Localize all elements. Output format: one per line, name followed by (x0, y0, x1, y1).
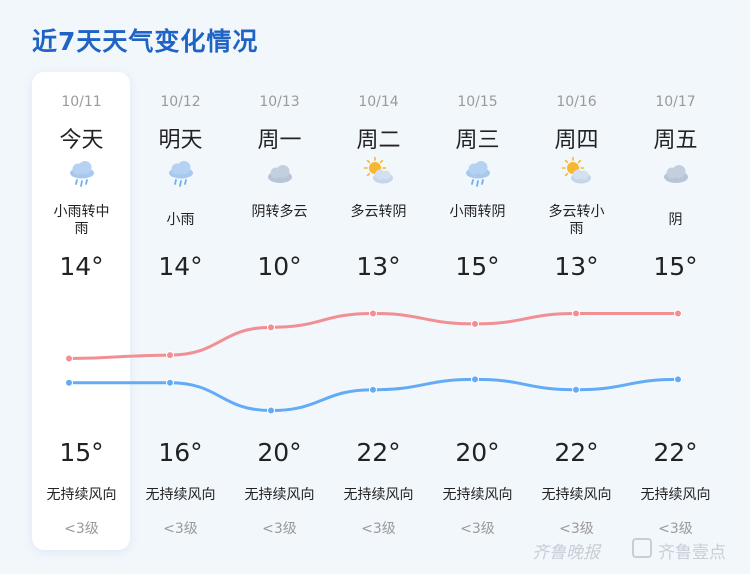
today-highlight-card (32, 72, 130, 550)
day-date: 10/11 (61, 94, 102, 110)
day-date: 10/14 (358, 94, 399, 110)
day-name: 周五 (653, 128, 698, 153)
day-temp-bottom: 22° (356, 438, 401, 467)
day-wind-level: <3级 (658, 521, 693, 537)
day-column: 10/15 周三小雨转阴 15° 20° 无持续风向 <3级 (428, 72, 527, 550)
day-temp-bottom: 20° (455, 438, 500, 467)
day-date: 10/17 (655, 94, 696, 110)
day-wind-direction: 无持续风向 (640, 487, 711, 503)
overcast-cloud-icon (267, 165, 292, 183)
day-name: 今天 (59, 128, 104, 153)
day-weather-desc: 多云转阴 (350, 204, 407, 220)
day-date: 10/13 (259, 94, 300, 110)
day-date: 10/16 (556, 94, 597, 110)
watermark-right: 齐鲁壹点 (658, 543, 726, 563)
day-date: 10/15 (457, 94, 498, 110)
day-temp-top: 13° (554, 252, 599, 281)
day-temp-bottom: 15° (59, 438, 104, 467)
day-date: 10/12 (160, 94, 201, 110)
day-weather-desc: 阴转多云 (251, 204, 308, 220)
day-temp-top: 14° (59, 252, 104, 281)
light-rain-cloud-icon (168, 161, 193, 187)
day-temp-bottom: 22° (554, 438, 599, 467)
day-wind-level: <3级 (460, 521, 495, 537)
day-column: 10/16 周四多云转小雨 13° 22° 无持续风向 <3级 (527, 72, 626, 550)
day-wind-level: <3级 (64, 521, 99, 537)
day-wind-level: <3级 (262, 521, 297, 537)
day-column: 10/13 周一阴转多云 10° 20° 无持续风向 <3级 (230, 72, 329, 550)
day-temp-top: 15° (653, 252, 698, 281)
day-weather-desc: 阴 (668, 212, 683, 228)
day-temp-bottom: 22° (653, 438, 698, 467)
day-weather-desc: 小雨转中雨 (53, 204, 110, 237)
day-name: 周四 (554, 128, 599, 153)
watermark-left: 齐鲁晚报 (532, 543, 600, 563)
partly-cloudy-sun-icon (363, 156, 393, 184)
partly-cloudy-sun-icon (561, 156, 591, 184)
day-temp-top: 15° (455, 252, 500, 281)
day-name: 周三 (455, 128, 500, 153)
day-name: 周一 (257, 128, 302, 153)
day-temp-bottom: 16° (158, 438, 203, 467)
day-name: 明天 (158, 128, 203, 153)
day-temp-top: 14° (158, 252, 203, 281)
day-wind-direction: 无持续风向 (442, 487, 513, 503)
day-column: 10/11 今天小雨转中雨 14° 15° 无持续风向 <3级 (32, 72, 131, 550)
light-rain-cloud-icon (69, 161, 94, 187)
day-weather-desc: 多云转小雨 (548, 204, 605, 237)
day-wind-level: <3级 (361, 521, 396, 537)
watermark-logo-icon (632, 538, 652, 558)
day-temp-bottom: 20° (257, 438, 302, 467)
day-weather-desc: 小雨转阴 (449, 204, 506, 220)
day-column: 10/12 明天小雨 14° 16° 无持续风向 <3级 (131, 72, 230, 550)
day-weather-desc: 小雨 (166, 212, 195, 228)
day-column: 10/14 周二多云转阴 13° 22° 无持续风向 <3级 (329, 72, 428, 550)
day-temp-top: 10° (257, 252, 302, 281)
day-wind-direction: 无持续风向 (46, 487, 117, 503)
day-wind-level: <3级 (559, 521, 594, 537)
day-wind-direction: 无持续风向 (541, 487, 612, 503)
overcast-cloud-icon (663, 165, 688, 183)
day-wind-level: <3级 (163, 521, 198, 537)
page-title: 近7天天气变化情况 (32, 27, 259, 56)
day-name: 周二 (356, 128, 401, 153)
day-wind-direction: 无持续风向 (343, 487, 414, 503)
light-rain-cloud-icon (465, 161, 490, 187)
day-column: 10/17 周五阴 15° 22° 无持续风向 <3级 (626, 72, 725, 550)
day-wind-direction: 无持续风向 (244, 487, 315, 503)
day-wind-direction: 无持续风向 (145, 487, 216, 503)
day-temp-top: 13° (356, 252, 401, 281)
